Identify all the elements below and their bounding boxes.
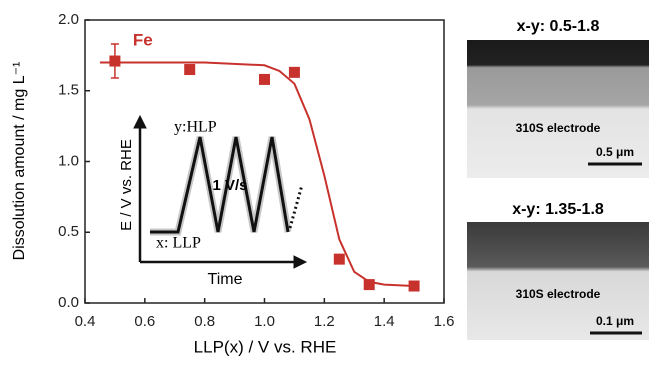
inset-label: E / V vs. RHE <box>118 139 135 231</box>
scale-label: 0.5 μm <box>596 145 634 159</box>
x-tick-label: 0.6 <box>134 313 155 330</box>
y-tick-label: 1.0 <box>58 152 79 169</box>
x-tick-label: 0.8 <box>194 313 215 330</box>
figure: LLP(x) / V vs. RHE Dissolution amount / … <box>0 0 649 360</box>
scale-label: 0.1 μm <box>596 314 634 328</box>
x-tick-label: 0.4 <box>75 313 96 330</box>
data-point <box>364 279 375 290</box>
data-point <box>289 67 300 78</box>
inset-label: 1 V/s <box>212 177 247 194</box>
inset-dots <box>290 185 302 228</box>
inset-arrow <box>294 256 306 268</box>
image-title: x-y: 0.5-1.8 <box>517 18 600 35</box>
legend-label: Fe <box>133 31 153 50</box>
data-point <box>409 281 420 292</box>
y-tick-label: 1.5 <box>58 82 79 99</box>
image-title: x-y: 1.35-1.8 <box>512 201 604 218</box>
data-point <box>334 254 345 265</box>
y-tick-label: 0.0 <box>58 294 79 311</box>
data-point <box>184 64 195 75</box>
x-tick-label: 1.2 <box>314 313 335 330</box>
inset-arrow <box>134 116 146 128</box>
image-label: 310S electrode <box>516 121 601 135</box>
x-tick-label: 1.0 <box>254 313 275 330</box>
inset-label: x: LLP <box>156 235 201 252</box>
x-tick-label: 1.4 <box>374 313 395 330</box>
inset-label: y:HLP <box>174 119 217 136</box>
y-tick-label: 0.5 <box>58 223 79 240</box>
inset-label: Time <box>208 271 243 288</box>
image-label: 310S electrode <box>516 287 601 301</box>
fit-curve <box>100 62 414 286</box>
x-axis-label: LLP(x) / V vs. RHE <box>194 337 337 356</box>
data-point <box>109 56 120 67</box>
y-axis-label: Dissolution amount / mg L⁻¹ <box>11 62 28 261</box>
y-tick-label: 2.0 <box>58 11 79 28</box>
x-tick-label: 1.6 <box>434 313 455 330</box>
data-point <box>259 74 270 85</box>
